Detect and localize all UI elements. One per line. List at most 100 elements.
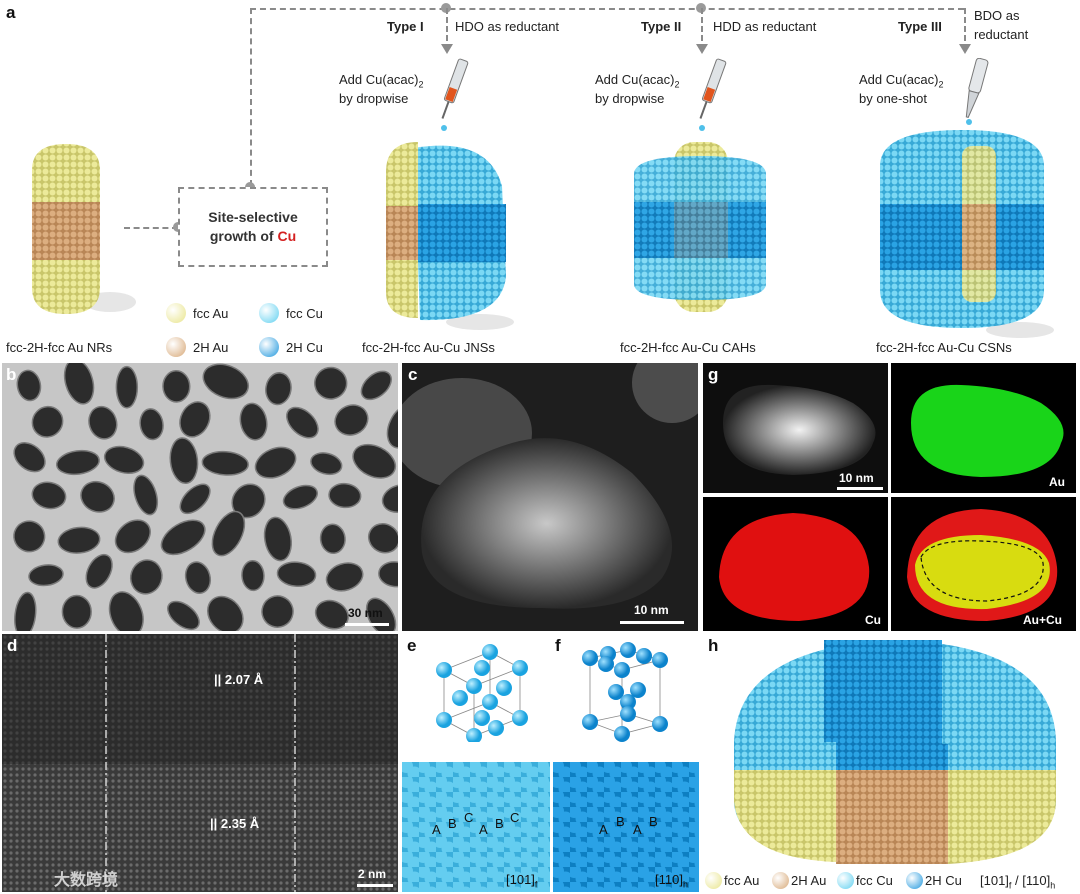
legend-swatch [166,337,186,357]
legend-swatch [259,337,279,357]
type-3-reductant-line2: reductant [974,27,1029,42]
panel-letter-f: f [555,636,561,655]
nanoparticle [265,372,292,406]
nanoparticle [261,595,294,628]
stacking-letter: A [479,822,488,837]
fcc-unit-cell [436,644,528,742]
stacking-letter: A [633,822,642,837]
nanoparticle [211,510,246,557]
nanoparticle [28,564,64,587]
nanoparticle [55,449,100,476]
stacking-letter: B [448,816,457,831]
panel-letter-d: d [7,636,18,655]
site-box-line2: growth of Cu [209,228,297,244]
pipette-icon [965,58,989,125]
nanoparticle [360,370,392,401]
type-3-method: by one-shot [859,91,927,106]
nanoparticle [314,366,348,400]
stacking-letter: A [599,822,608,837]
nanoparticle [31,481,67,510]
connector-type2 [701,8,703,50]
hcp-projection: A B A B [110]h [553,762,699,892]
panel-letter-c: c [408,365,418,384]
nanoparticle [352,443,397,479]
nanoparticle [241,559,265,592]
nanoparticle [367,523,398,554]
legend-label: 2H Au [193,340,229,355]
au-nanorod-model [32,144,136,314]
nanoparticle [310,452,343,476]
type-2-reductant: HDD as reductant [713,19,817,34]
type-2-method: by dropwise [595,91,665,106]
stacking-letter: C [510,810,520,825]
nanoparticle [160,519,206,556]
nanoparticle [61,594,92,629]
scale-bar [620,621,684,624]
arrow-down-icon [959,44,971,54]
arrow-down-icon [441,44,453,54]
type-2-add: Add Cu(acac)2 [595,72,680,90]
nanoparticle [139,408,164,441]
nanoparticle [314,599,349,630]
nanoparticle [115,365,139,409]
site-selective-box: Site-selective growth of Cu [178,187,328,267]
panel-letter-g: g [708,365,719,384]
type-1-add: Add Cu(acac)2 [339,72,424,90]
syringe-icon [699,58,727,131]
map-label: Au [1049,475,1065,489]
site-box-line1: Site-selective [208,209,298,225]
scale-bar [837,487,883,490]
panel-letter-b: b [6,365,17,384]
scale-label: 10 nm [634,603,669,617]
scale-bar [357,884,393,887]
nanoparticle [162,370,191,403]
nanoparticle [381,484,398,513]
nanoparticle [254,446,297,479]
panel-letter-h: h [708,636,719,655]
legend-label: 2H Au [791,873,827,888]
zone-axis-label: [110]h [655,872,688,890]
zone-axis-label: [101]f / [110]h [980,873,1056,891]
nanoparticle [103,445,145,474]
stacking-letter: C [464,810,474,825]
nanoparticle [325,562,364,592]
stacking-letter: A [432,822,441,837]
nanoparticle [328,482,362,509]
legend-label: 2H Cu [925,873,962,888]
nanoparticle [184,561,212,594]
nanoparticle [206,595,244,631]
panel-b-tem-image: b 30 nm [2,363,398,631]
map-label: Cu [865,613,881,627]
panel-letter-e: e [407,636,417,655]
nanoparticle [57,526,101,554]
zone-axis-label: [101]f [506,872,538,890]
product-au-nrs: fcc-2H-fcc Au NRs [6,340,113,355]
nanoparticle [286,406,319,439]
nanoparticle [319,523,346,555]
nanoparticle [85,553,113,589]
product-cah: fcc-2H-fcc Au-Cu CAHs [620,340,756,355]
nanoparticle [179,401,211,438]
type-1-method: by dropwise [339,91,409,106]
legend-label: fcc Cu [856,873,893,888]
nanoparticle [88,405,118,440]
nanoparticle [16,369,42,402]
nanoparticle [114,519,151,554]
nanoparticle [80,480,115,513]
csn-model [880,130,1054,338]
panel-d-hrtem-image: d || 2.07 Å || 2.35 Å 2 nm 大数跨境 [2,634,398,892]
nanoparticle [263,516,293,562]
nanoparticle [202,363,249,400]
nanoparticle-field [2,363,398,631]
legend-label: fcc Au [724,873,760,888]
cu-map: Cu [703,497,888,631]
watermark: 大数跨境 [54,872,119,889]
connector-rod-to-box [124,227,178,229]
type-1-label: Type I [387,19,424,34]
map-label: Au+Cu [1023,613,1062,627]
nanoparticle [201,450,249,476]
nanoparticle [167,600,200,631]
nanoparticle [282,484,318,510]
legend-label: 2H Cu [286,340,323,355]
legend-label: fcc Cu [286,306,323,321]
